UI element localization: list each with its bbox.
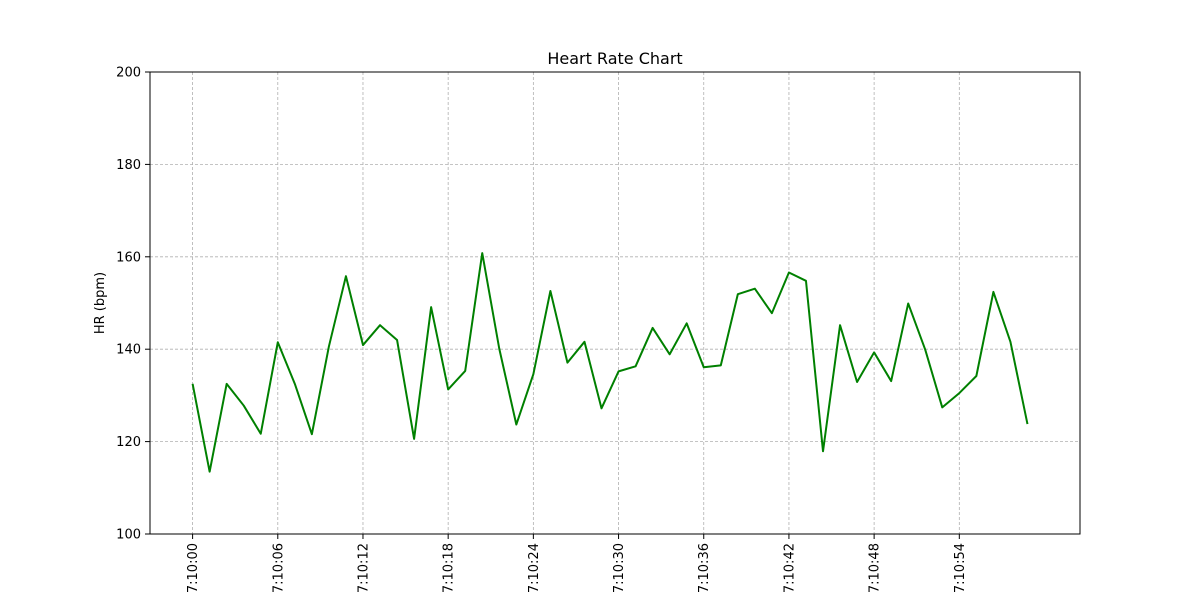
y-tick-label: 140 <box>116 343 141 358</box>
y-tick-label: 200 <box>116 66 141 81</box>
x-tick-label: 7:10:54 <box>953 543 968 593</box>
x-tick-label: 7:10:00 <box>186 543 201 593</box>
y-axis: 100 120 140 160 180 200 <box>116 66 150 543</box>
chart-title: Heart Rate Chart <box>547 49 682 68</box>
y-tick-label: 100 <box>116 528 141 543</box>
x-tick-label: 7:10:06 <box>271 543 286 593</box>
series-layer <box>191 252 1029 473</box>
x-tick-label: 7:10:36 <box>697 543 712 593</box>
plot-frame <box>149 71 1081 535</box>
x-tick-label: 7:10:18 <box>442 543 457 593</box>
x-axis: 7:10:00 7:10:06 7:10:12 7:10:18 7:10:24 7:10:… <box>186 534 968 593</box>
x-tick-label: 7:10:42 <box>782 543 797 593</box>
y-tick-label: 160 <box>116 250 141 265</box>
y-tick-label: 120 <box>116 435 141 450</box>
y-tick-label: 180 <box>116 158 141 173</box>
grid-lines <box>150 72 1080 534</box>
x-tick-label: 7:10:48 <box>868 543 883 593</box>
y-axis-label: HR (bpm) <box>93 272 108 334</box>
x-tick-label: 7:10:12 <box>356 543 371 593</box>
x-tick-label: 7:10:24 <box>527 543 542 593</box>
heart-rate-series-line <box>191 252 1029 473</box>
x-tick-label: 7:10:30 <box>612 543 627 593</box>
